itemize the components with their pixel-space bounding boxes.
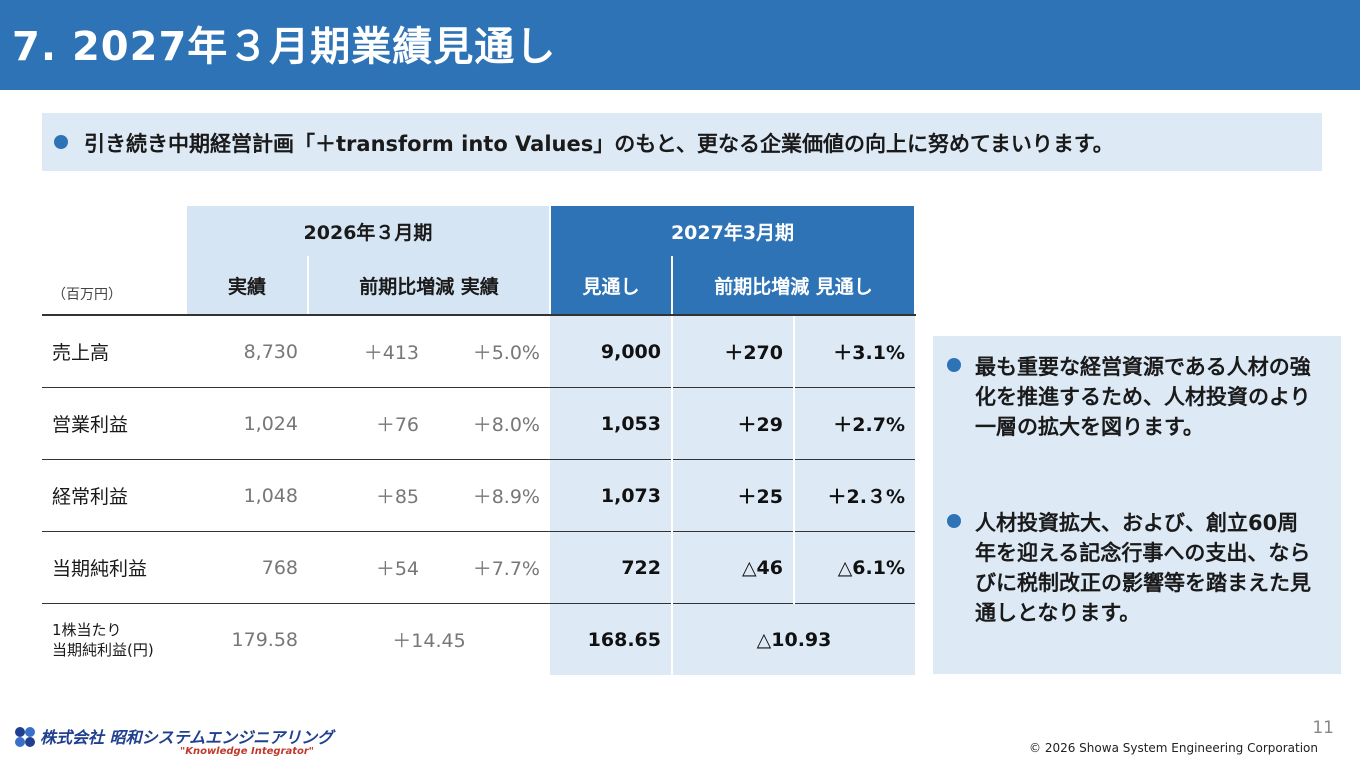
forecast-pct-value: ＋3.1%: [794, 315, 915, 388]
bullet-icon: [947, 514, 961, 528]
diff-value: ＋85: [308, 459, 429, 532]
header-2026: 2026年３月期: [187, 206, 551, 256]
eps-actual-value: 179.58: [231, 628, 298, 651]
eps-forecast-value: 168.65: [550, 603, 673, 675]
actual-value: 768: [187, 531, 308, 604]
subheader-actual: 実績: [187, 256, 309, 316]
row-label: 当期純利益: [42, 531, 187, 604]
row-label: 営業利益: [42, 387, 187, 460]
table-row: 営業利益 1,024 ＋76 ＋8.0% 1,053 ＋29 ＋2.7%: [42, 387, 915, 460]
company-logo: 株式会社 昭和システムエンジニアリング "Knowledge Integrato…: [12, 722, 333, 762]
diff-value: ＋76: [308, 387, 429, 460]
forecast-value: 1,053: [550, 387, 673, 460]
pct-value: ＋7.7%: [429, 531, 550, 604]
forecast-pct-value: △6.1%: [794, 531, 915, 604]
table-subheader-row: （百万円） 実績 前期比増減 実績 見通し 前期比増減 見通し: [42, 256, 916, 316]
commentary-box: 最も重要な経営資源である人材の強化を推進するため、人材投資のより一層の拡大を図り…: [933, 336, 1341, 674]
subheader-yoy-actual: 前期比増減 実績: [308, 256, 551, 316]
forecast-diff-value: ＋270: [672, 315, 795, 388]
forecast-pct-value: ＋2.３%: [794, 459, 915, 532]
row-label: 売上高: [42, 315, 187, 388]
logo-text: 株式会社 昭和システムエンジニアリング: [40, 728, 334, 747]
row-label: 経常利益: [42, 459, 187, 532]
bullet-icon: [947, 358, 961, 372]
table-row: 経常利益 1,048 ＋85 ＋8.9% 1,073 ＋25 ＋2.３%: [42, 459, 915, 532]
logo-mark-icon: [15, 727, 35, 747]
diff-value: ＋413: [308, 315, 429, 388]
forecast-value: 9,000: [550, 315, 673, 388]
commentary-text: 人材投資拡大、および、創立60周年を迎える記念行事への支出、ならびに税制改正の影…: [975, 511, 1311, 625]
logo-tagline: "Knowledge Integrator": [180, 746, 315, 757]
page-title: 7. 2027年３月期業績見通し: [12, 24, 557, 70]
forecast-diff-value: △46: [672, 531, 795, 604]
forecast-value: 722: [550, 531, 673, 604]
forecast-value: 1,073: [550, 459, 673, 532]
subheader-yoy-forecast: 前期比増減 見通し: [672, 256, 916, 316]
subheader-forecast: 見通し: [550, 256, 673, 316]
forecast-diff-value: ＋29: [672, 387, 795, 460]
diff-value: ＋54: [308, 531, 429, 604]
forecast-table: 2026年３月期 2027年3月期 （百万円） 実績 前期比増減 実績 見通し …: [42, 206, 916, 675]
table-row: 売上高 8,730 ＋413 ＋5.0% 9,000 ＋270 ＋3.1%: [42, 315, 915, 388]
title-bar: 7. 2027年３月期業績見通し: [0, 0, 1360, 90]
page-number: 11: [1312, 718, 1334, 738]
table-row: 当期純利益 768 ＋54 ＋7.7% 722 △46 △6.1%: [42, 531, 915, 604]
actual-value: 1,024: [187, 387, 308, 460]
eps-label: 1株当たり 当期純利益(円): [42, 604, 187, 676]
pct-value: ＋8.0%: [429, 387, 550, 460]
banner-text: 引き続き中期経営計画「＋transform into Values」のもと、更な…: [84, 132, 1114, 156]
eps-diff-value: ＋14.45: [392, 630, 466, 652]
bullet-icon: [54, 135, 68, 149]
header-blank: [42, 206, 187, 256]
eps-label-line1: 1株当たり: [52, 620, 122, 639]
commentary-text: 最も重要な経営資源である人材の強化を推進するため、人材投資のより一層の拡大を図り…: [975, 355, 1311, 439]
forecast-diff-value: ＋25: [672, 459, 795, 532]
policy-banner: 引き続き中期経営計画「＋transform into Values」のもと、更な…: [42, 113, 1322, 171]
pct-value: ＋5.0%: [429, 315, 550, 388]
unit-label: （百万円）: [42, 256, 187, 316]
eps-forecast-diff-value: △10.93: [672, 603, 915, 675]
table-row-eps: 1株当たり 当期純利益(円) 179.58 ＋14.45 168.65 △10.…: [42, 603, 915, 676]
pct-value: ＋8.9%: [429, 459, 550, 532]
actual-value: 1,048: [187, 459, 308, 532]
copyright: © 2026 Showa System Engineering Corporat…: [1029, 741, 1318, 755]
actual-value: 8,730: [187, 315, 308, 388]
eps-label-line2: 当期純利益(円): [52, 640, 154, 659]
header-2027: 2027年3月期: [550, 206, 916, 256]
table-header-row: 2026年３月期 2027年3月期: [42, 206, 916, 256]
forecast-pct-value: ＋2.7%: [794, 387, 915, 460]
